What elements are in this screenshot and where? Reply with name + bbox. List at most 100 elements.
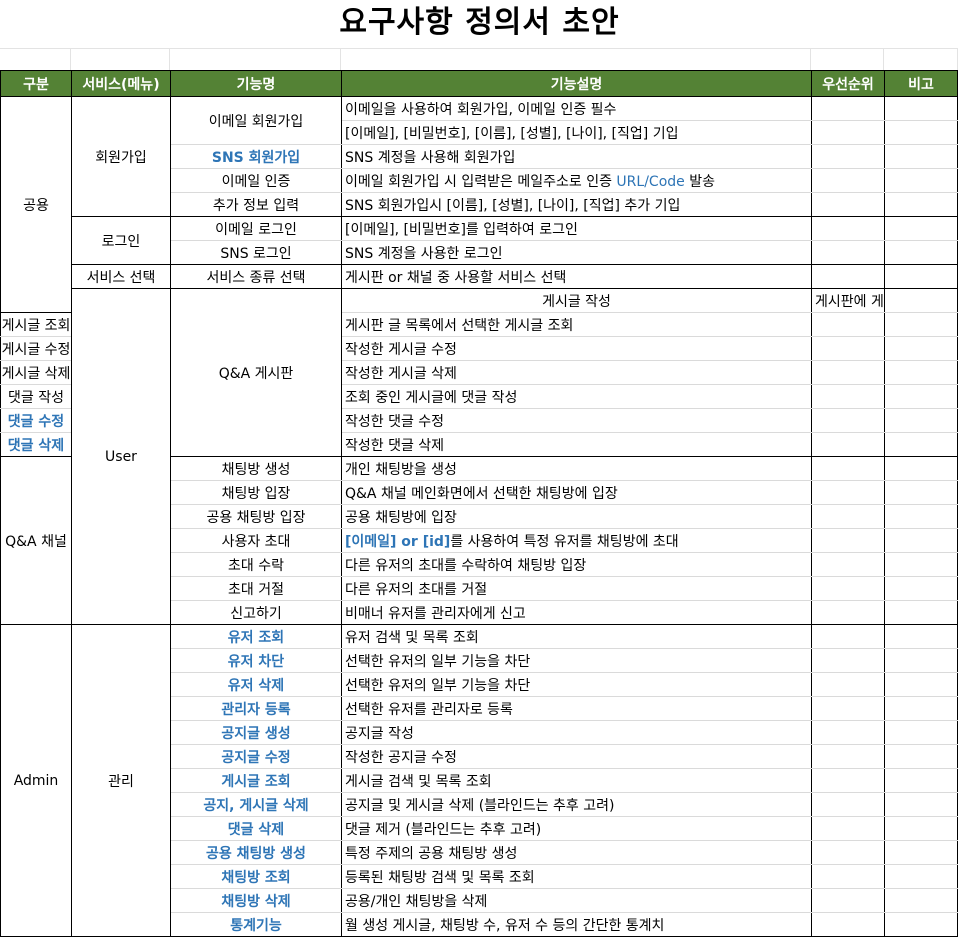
- note-cell[interactable]: [884, 168, 958, 193]
- note-cell[interactable]: [884, 720, 958, 745]
- description-cell[interactable]: 게시판 or 채널 중 사용할 서비스 선택: [341, 264, 812, 289]
- description-cell[interactable]: Q&A 채널 메인화면에서 선택한 채팅방에 입장: [341, 480, 812, 505]
- note-cell[interactable]: [884, 384, 958, 409]
- note-cell[interactable]: [884, 888, 958, 913]
- priority-cell[interactable]: [811, 432, 885, 457]
- note-cell[interactable]: [884, 744, 958, 769]
- note-cell[interactable]: [884, 216, 958, 241]
- feature-cell[interactable]: 댓글 수정: [0, 408, 72, 433]
- note-cell[interactable]: [884, 408, 958, 433]
- description-cell[interactable]: [이메일], [비밀번호]를 입력하여 로그인: [341, 216, 812, 241]
- service-cell-qna-channel[interactable]: Q&A 채널: [0, 456, 72, 625]
- priority-cell[interactable]: [811, 144, 885, 169]
- service-cell-qna-board[interactable]: Q&A 게시판: [170, 288, 342, 457]
- feature-cell[interactable]: SNS 로그인: [170, 240, 342, 265]
- description-cell[interactable]: 공지글 및 게시글 삭제 (블라인드는 추후 고려): [341, 792, 812, 817]
- description-cell[interactable]: 게시판 글 목록에서 선택한 게시글 조회: [341, 312, 812, 337]
- description-cell[interactable]: 선택한 유저의 일부 기능을 차단: [341, 672, 812, 697]
- note-cell[interactable]: [884, 840, 958, 865]
- description-cell[interactable]: 작성한 게시글 삭제: [341, 360, 812, 385]
- priority-cell[interactable]: [811, 624, 885, 649]
- group-cell-admin[interactable]: Admin: [0, 624, 72, 937]
- note-cell[interactable]: [884, 432, 958, 457]
- description-cell[interactable]: 공용 채팅방에 입장: [341, 504, 812, 529]
- feature-cell[interactable]: 공지, 게시글 삭제: [170, 792, 342, 817]
- note-cell[interactable]: [884, 864, 958, 889]
- description-cell[interactable]: 특정 주제의 공용 채팅방 생성: [341, 840, 812, 865]
- feature-cell[interactable]: 게시글 조회: [170, 768, 342, 793]
- group-cell-common[interactable]: 공용: [0, 96, 72, 313]
- description-cell[interactable]: 월 생성 게시글, 채팅방 수, 유저 수 등의 간단한 통계치: [341, 912, 812, 937]
- priority-cell[interactable]: [811, 600, 885, 625]
- priority-cell[interactable]: [811, 768, 885, 793]
- priority-cell[interactable]: [811, 648, 885, 673]
- description-cell[interactable]: 작성한 공지글 수정: [341, 744, 812, 769]
- description-cell[interactable]: 이메일을 사용하여 회원가입, 이메일 인증 필수: [341, 96, 812, 121]
- description-cell[interactable]: 비매너 유저를 관리자에게 신고: [341, 600, 812, 625]
- priority-cell[interactable]: [811, 384, 885, 409]
- feature-cell[interactable]: 이메일 로그인: [170, 216, 342, 241]
- note-cell[interactable]: [884, 96, 958, 121]
- service-cell-select[interactable]: 서비스 선택: [71, 264, 171, 289]
- feature-cell[interactable]: 공지글 생성: [170, 720, 342, 745]
- description-cell[interactable]: 게시판에 게시글 작성: [811, 288, 885, 313]
- feature-cell[interactable]: 통계기능: [170, 912, 342, 937]
- feature-cell[interactable]: 유저 차단: [170, 648, 342, 673]
- priority-cell[interactable]: [811, 720, 885, 745]
- priority-cell[interactable]: [811, 480, 885, 505]
- feature-cell[interactable]: 게시글 조회: [0, 312, 72, 337]
- priority-cell[interactable]: [811, 672, 885, 697]
- feature-cell[interactable]: 초대 수락: [170, 552, 342, 577]
- priority-cell[interactable]: [811, 408, 885, 433]
- description-cell[interactable]: SNS 계정을 사용한 로그인: [341, 240, 812, 265]
- description-cell[interactable]: 작성한 댓글 삭제: [341, 432, 812, 457]
- note-cell[interactable]: [884, 696, 958, 721]
- description-cell[interactable]: SNS 회원가입시 [이름], [성별], [나이], [직업] 추가 기입: [341, 192, 812, 217]
- priority-cell[interactable]: [811, 240, 885, 265]
- header-priority[interactable]: 우선순위: [811, 70, 885, 97]
- note-cell[interactable]: [884, 600, 958, 625]
- note-cell[interactable]: [884, 552, 958, 577]
- service-cell-manage[interactable]: 관리: [71, 624, 171, 937]
- priority-cell[interactable]: [811, 336, 885, 361]
- priority-cell[interactable]: [811, 696, 885, 721]
- priority-cell[interactable]: [811, 264, 885, 289]
- priority-cell[interactable]: [811, 120, 885, 145]
- priority-cell[interactable]: [811, 528, 885, 553]
- priority-cell[interactable]: [811, 312, 885, 337]
- note-cell[interactable]: [884, 336, 958, 361]
- description-cell[interactable]: 개인 채팅방을 생성: [341, 456, 812, 481]
- feature-cell[interactable]: 댓글 삭제: [0, 432, 72, 457]
- group-cell-user[interactable]: User: [71, 288, 171, 625]
- service-cell-signup[interactable]: 회원가입: [71, 96, 171, 217]
- header-note[interactable]: 비고: [884, 70, 958, 97]
- note-cell[interactable]: [884, 816, 958, 841]
- description-cell[interactable]: 작성한 게시글 수정: [341, 336, 812, 361]
- description-cell[interactable]: [이메일] or [id]를 사용하여 특정 유저를 채팅방에 초대: [341, 528, 812, 553]
- feature-cell[interactable]: 게시글 수정: [0, 336, 72, 361]
- note-cell[interactable]: [884, 528, 958, 553]
- feature-cell[interactable]: 관리자 등록: [170, 696, 342, 721]
- description-cell[interactable]: 다른 유저의 초대를 수락하여 채팅방 입장: [341, 552, 812, 577]
- note-cell[interactable]: [884, 240, 958, 265]
- header-service[interactable]: 서비스(메뉴): [71, 70, 171, 97]
- priority-cell[interactable]: [811, 792, 885, 817]
- description-cell[interactable]: 조회 중인 게시글에 댓글 작성: [341, 384, 812, 409]
- header-feature[interactable]: 기능명: [170, 70, 342, 97]
- feature-cell[interactable]: 채팅방 삭제: [170, 888, 342, 913]
- feature-cell[interactable]: 댓글 삭제: [170, 816, 342, 841]
- note-cell[interactable]: [884, 576, 958, 601]
- priority-cell[interactable]: [811, 360, 885, 385]
- feature-cell[interactable]: 채팅방 생성: [170, 456, 342, 481]
- note-cell[interactable]: [884, 648, 958, 673]
- header-category[interactable]: 구분: [0, 70, 72, 97]
- feature-cell[interactable]: 게시글 삭제: [0, 360, 72, 385]
- priority-cell[interactable]: [811, 744, 885, 769]
- priority-cell[interactable]: [811, 888, 885, 913]
- feature-cell[interactable]: 유저 조회: [170, 624, 342, 649]
- feature-cell[interactable]: 유저 삭제: [170, 672, 342, 697]
- priority-cell[interactable]: [811, 552, 885, 577]
- description-cell[interactable]: 유저 검색 및 목록 조회: [341, 624, 812, 649]
- feature-cell[interactable]: 추가 정보 입력: [170, 192, 342, 217]
- priority-cell[interactable]: [811, 864, 885, 889]
